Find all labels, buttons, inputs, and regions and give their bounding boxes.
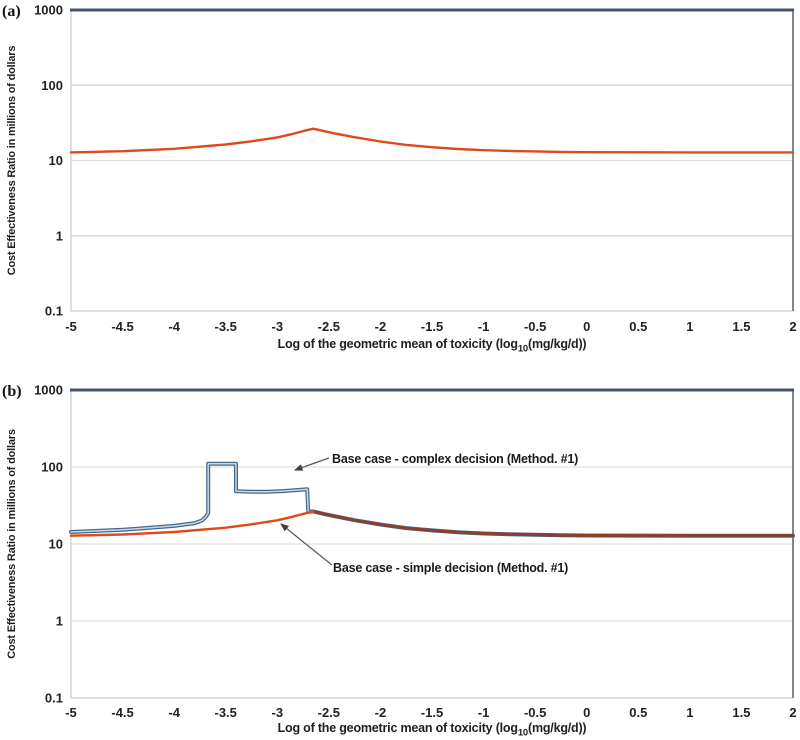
x-tick-label-0.5: 0.5: [629, 319, 647, 334]
y-tick-label-100: 100: [41, 78, 63, 93]
x-tick-label-0: 0: [583, 705, 590, 720]
annotation-text-1: Base case - simple decision (Method. #1): [333, 561, 568, 575]
x-title-prefix: Log of the geometric mean of toxicity (l…: [278, 337, 518, 351]
annotation-leader-1: [280, 523, 333, 566]
y-tick-label-0.1: 0.1: [45, 691, 63, 706]
x-tick-label--2: -2: [375, 319, 387, 334]
series-line-b-2: [313, 510, 795, 538]
x-tick-label--1: -1: [478, 705, 490, 720]
panel-a-label: (a): [2, 3, 21, 20]
x-tick-label-2: 2: [789, 319, 796, 334]
x-tick-label-1.5: 1.5: [732, 319, 750, 334]
x-tick-label-1: 1: [686, 319, 693, 334]
x-tick-label--2: -2: [375, 705, 387, 720]
y-axis-title-a: Cost Effectiveness Ratio in millions of …: [6, 46, 18, 276]
x-tick-label--4.5: -4.5: [111, 319, 133, 334]
y-axis-title-b: Cost Effectiveness Ratio in millions of …: [6, 429, 18, 659]
x-tick-label--2.5: -2.5: [318, 705, 340, 720]
x-title-prefix: Log of the geometric mean of toxicity (l…: [278, 721, 518, 735]
x-title-subscript: 10: [518, 728, 528, 739]
x-tick-label--4: -4: [168, 705, 180, 720]
y-tick-label-1000: 1000: [34, 3, 63, 18]
x-tick-label--3.5: -3.5: [215, 319, 237, 334]
x-tick-label-2: 2: [789, 705, 796, 720]
x-tick-label--1.5: -1.5: [421, 705, 443, 720]
x-title-suffix: (mg/kg/d)): [528, 337, 586, 351]
y-tick-label-10: 10: [49, 153, 63, 168]
x-title-suffix: (mg/kg/d)): [528, 721, 586, 735]
y-tick-label-0.1: 0.1: [45, 304, 63, 319]
x-axis-title-a: Log of the geometric mean of toxicity (l…: [278, 337, 587, 355]
x-tick-label--3: -3: [272, 319, 284, 334]
x-tick-label-0.5: 0.5: [629, 705, 647, 720]
x-tick-label--5: -5: [65, 705, 77, 720]
x-tick-label-1: 1: [686, 705, 693, 720]
x-tick-label-1.5: 1.5: [732, 705, 750, 720]
series-line-a-0: [69, 127, 795, 154]
y-tick-label-1: 1: [56, 228, 63, 243]
y-tick-label-100: 100: [41, 460, 63, 475]
x-tick-label--1: -1: [478, 319, 490, 334]
x-tick-label--0.5: -0.5: [524, 705, 546, 720]
x-tick-label-0: 0: [583, 319, 590, 334]
x-tick-label--3: -3: [272, 705, 284, 720]
x-tick-label--5: -5: [65, 319, 77, 334]
y-tick-label-10: 10: [49, 537, 63, 552]
x-tick-label--0.5: -0.5: [524, 319, 546, 334]
x-tick-label--2.5: -2.5: [318, 319, 340, 334]
annotation-text-0: Base case - complex decision (Method. #1…: [332, 452, 578, 466]
y-tick-label-1: 1: [56, 614, 63, 629]
y-tick-label-1000: 1000: [34, 383, 63, 398]
x-title-subscript: 10: [518, 344, 528, 355]
panel-b-label: (b): [2, 383, 22, 400]
annotation-leader-0: [294, 457, 330, 471]
x-tick-label--3.5: -3.5: [215, 705, 237, 720]
x-tick-label--1.5: -1.5: [421, 319, 443, 334]
x-tick-label--4: -4: [168, 319, 180, 334]
x-tick-label--4.5: -4.5: [111, 705, 133, 720]
x-axis-title-b: Log of the geometric mean of toxicity (l…: [278, 721, 587, 739]
series-line-b-0-inner: [70, 463, 794, 537]
